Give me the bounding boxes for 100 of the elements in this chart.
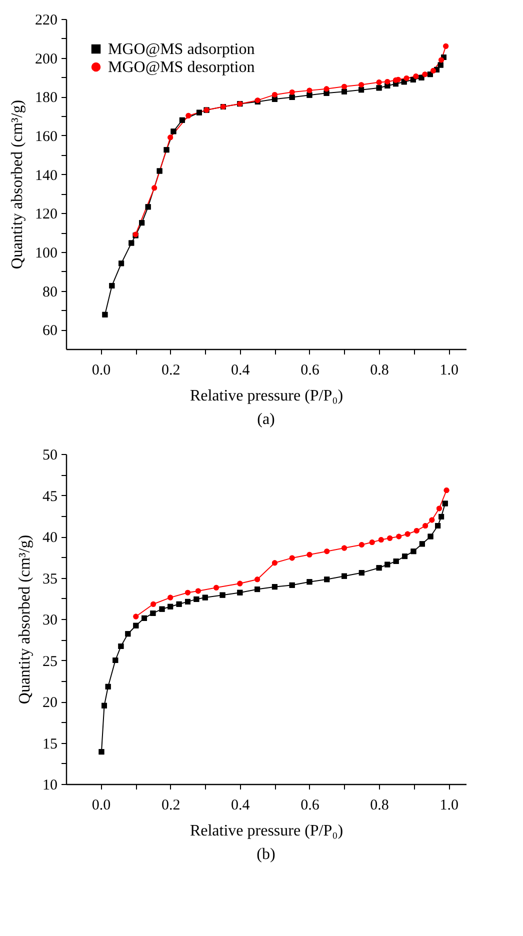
point: [436, 506, 442, 512]
point: [438, 57, 444, 63]
y-tick-label: 180: [35, 90, 58, 106]
point: [185, 590, 190, 596]
point: [133, 622, 139, 628]
point: [384, 562, 390, 568]
point: [396, 534, 402, 540]
x-tick-label: 0.4: [231, 798, 250, 814]
y-tick-label: 35: [42, 571, 58, 588]
point: [443, 43, 449, 49]
point: [376, 565, 382, 571]
point: [306, 92, 312, 98]
point: [186, 112, 192, 118]
point: [102, 312, 108, 318]
point: [306, 88, 312, 94]
point: [272, 96, 278, 102]
point: [125, 631, 131, 637]
point: [185, 598, 190, 604]
point: [150, 601, 156, 607]
point: [98, 749, 104, 755]
point: [196, 110, 202, 116]
x-tick-label: 0.6: [300, 798, 320, 814]
y-axis-title: Quantity absorbed (cm³/g): [9, 100, 26, 270]
point: [324, 548, 330, 554]
point: [438, 62, 444, 68]
y-tick-label: 220: [35, 12, 58, 28]
point: [358, 570, 364, 576]
y-tick-label: 140: [35, 168, 58, 184]
point: [220, 592, 226, 598]
y-axis-title: Quantity absorbed (cm³/g): [16, 534, 34, 704]
x-axis-title: Relative pressure (P/P₀): [190, 822, 344, 840]
point: [430, 68, 436, 74]
point: [358, 87, 364, 93]
point: [402, 554, 408, 560]
point: [170, 128, 176, 134]
point: [150, 610, 156, 616]
y-tick-label: 45: [42, 488, 58, 505]
point: [133, 614, 139, 620]
point: [289, 94, 295, 100]
y-tick-label: 20: [42, 695, 58, 711]
y-tick-label: 40: [42, 530, 58, 546]
point: [442, 500, 448, 506]
x-tick-label: 0.0: [92, 798, 111, 814]
y-tick-label: 160: [35, 128, 58, 145]
point: [342, 573, 347, 579]
point: [118, 643, 124, 649]
point: [429, 517, 435, 523]
point: [237, 590, 243, 596]
y-tick-label: 120: [35, 206, 58, 223]
x-tick-label: 0.0: [92, 362, 111, 378]
x-tick-label: 1.0: [440, 362, 458, 378]
point: [414, 528, 420, 534]
point: [419, 541, 425, 547]
y-tick-label: 60: [42, 323, 58, 340]
x-tick-label: 0.8: [370, 362, 389, 378]
y-tick-label: 200: [35, 51, 58, 68]
point: [176, 601, 182, 607]
y-tick-label: 15: [42, 736, 58, 752]
point: [289, 89, 295, 95]
point: [306, 579, 312, 585]
point: [324, 576, 330, 582]
point: [422, 523, 428, 529]
point: [324, 86, 330, 92]
point: [342, 84, 347, 90]
y-tick-label: 50: [42, 448, 58, 464]
point: [105, 684, 111, 690]
point: [418, 74, 424, 80]
point: [118, 260, 124, 266]
point: [179, 117, 185, 123]
text: (a): [257, 411, 275, 428]
point: [195, 588, 201, 594]
point: [159, 606, 165, 612]
point: [387, 535, 393, 541]
point: [378, 537, 384, 543]
point: [369, 540, 375, 546]
point: [139, 220, 145, 226]
legend-label: MGO@MS desorption: [108, 59, 255, 76]
point: [444, 488, 450, 494]
y-tick-label: 25: [42, 654, 58, 670]
y-tick-label: 80: [42, 284, 58, 300]
x-tick-label: 0.2: [161, 362, 180, 378]
y-tick-label: 10: [42, 778, 58, 794]
point: [376, 80, 382, 86]
point: [164, 147, 170, 153]
point: [342, 545, 347, 551]
point: [156, 168, 162, 174]
point: [358, 82, 364, 88]
point: [342, 88, 347, 94]
point: [393, 558, 399, 564]
text: (b): [256, 846, 276, 863]
point: [289, 582, 295, 588]
point: [142, 615, 147, 621]
x-tick-label: 0.8: [370, 798, 389, 814]
point: [404, 531, 410, 537]
point: [152, 185, 158, 191]
point: [422, 72, 428, 78]
point: [237, 580, 243, 586]
point: [435, 523, 441, 529]
x-tick-label: 0.4: [231, 362, 250, 378]
point: [427, 72, 433, 78]
